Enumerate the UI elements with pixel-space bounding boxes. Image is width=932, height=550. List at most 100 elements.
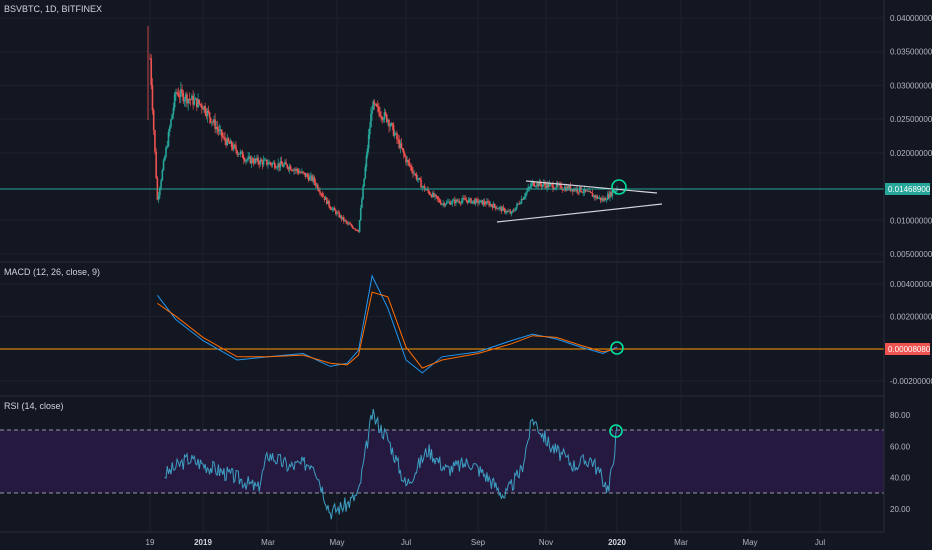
candle-body <box>537 182 539 187</box>
macd-pane[interactable]: MACD (12, 26, close, 9) <box>0 267 884 382</box>
candle-body <box>320 193 322 195</box>
candle-body <box>309 176 311 181</box>
candle-body <box>391 123 394 125</box>
candle-body <box>288 166 291 170</box>
candle-body <box>409 165 412 167</box>
candle-body <box>306 174 309 177</box>
candle-body <box>436 196 439 199</box>
candle-body <box>390 123 393 126</box>
candle-body <box>276 167 278 169</box>
candle-body <box>379 111 381 117</box>
candle-body <box>345 220 347 222</box>
candle-body <box>477 199 479 204</box>
candle-body <box>485 203 487 205</box>
candle-body <box>460 200 463 204</box>
candle-body <box>217 129 220 132</box>
candle-body <box>270 163 273 165</box>
candle-body <box>592 195 595 197</box>
candle-body <box>342 217 345 222</box>
time-axis[interactable]: 19 2019 Mar May Jul Sep Nov 2020 Mar May Jul <box>146 538 826 547</box>
candle-body <box>346 221 348 224</box>
candle-body <box>417 178 420 180</box>
candle-body <box>192 95 194 105</box>
candle-body <box>492 203 495 208</box>
candle-body <box>431 192 434 198</box>
candle-body <box>160 180 162 188</box>
candle-body <box>466 200 469 203</box>
candle-body <box>214 119 216 129</box>
candle-body <box>187 98 190 104</box>
candle-body <box>284 162 286 165</box>
time-axis-label: 2019 <box>194 538 212 547</box>
candle-body <box>293 169 295 172</box>
candle-body <box>610 191 612 197</box>
time-axis-label: 19 <box>146 538 155 547</box>
candle-body <box>420 179 422 188</box>
candle-body <box>449 201 451 205</box>
macd-gridlines <box>0 283 884 382</box>
candle-body <box>411 166 413 171</box>
candle-body <box>382 119 385 121</box>
price-tick-label: 0.03500000 <box>890 48 932 57</box>
candle-body <box>361 199 363 209</box>
candle-body <box>451 200 454 204</box>
candle-body <box>376 106 379 108</box>
candle-body <box>366 148 369 156</box>
candle-body <box>378 106 380 112</box>
candle-body <box>255 158 257 161</box>
candle-body <box>457 201 460 203</box>
candle-body <box>552 184 554 190</box>
candle-body <box>479 200 482 203</box>
candle-body <box>427 188 429 192</box>
candle-body <box>413 173 415 175</box>
candle-body <box>152 110 155 131</box>
candle-body <box>555 183 558 189</box>
candle-body <box>430 194 433 198</box>
candle-body <box>213 119 215 123</box>
candle-body <box>349 224 352 226</box>
signal-line <box>157 291 618 369</box>
candle-body <box>599 197 602 201</box>
candle-body <box>182 92 185 102</box>
candle-body <box>181 89 183 93</box>
candle-body <box>253 158 256 164</box>
candle-body <box>558 184 560 186</box>
candle-body <box>337 212 339 214</box>
candle-body <box>444 204 447 206</box>
candle-body <box>264 159 267 161</box>
candle-body <box>429 194 432 195</box>
candle-body <box>380 116 382 118</box>
price-pane[interactable]: BSVBTC, 1D, BITFINEX <box>0 4 884 255</box>
candle-body <box>400 143 403 149</box>
candle-body <box>209 117 212 123</box>
candle-body <box>304 172 307 177</box>
candle-body <box>603 198 605 201</box>
candle-body <box>178 96 181 98</box>
candle-body <box>244 159 246 162</box>
candle-body <box>530 183 533 187</box>
rsi-axis-labels: 80.00 60.00 40.00 20.00 <box>890 411 911 514</box>
candle-body <box>516 203 518 208</box>
price-axis-labels: 0.04000000 0.03500000 0.03000000 0.02500000… <box>890 14 932 259</box>
rsi-pane[interactable]: RSI (14, close) <box>0 401 884 520</box>
candle-body <box>548 183 551 187</box>
candle-body <box>327 200 329 204</box>
candle-body <box>534 186 536 187</box>
candle-body <box>470 198 472 204</box>
candle-body <box>448 201 450 203</box>
candle-body <box>370 113 372 128</box>
candle-body <box>616 189 618 191</box>
rsi-line <box>164 408 618 520</box>
candle-body <box>238 153 241 155</box>
candle-body <box>532 181 535 187</box>
candle-body <box>601 198 603 201</box>
candle-body <box>193 99 196 105</box>
candle-body <box>602 198 604 201</box>
candle-body <box>392 124 395 136</box>
candle-body <box>203 106 205 110</box>
candle-body <box>500 207 503 212</box>
time-axis-label: Sep <box>471 538 486 547</box>
price-axis[interactable] <box>884 0 932 550</box>
candle-body <box>229 141 232 144</box>
